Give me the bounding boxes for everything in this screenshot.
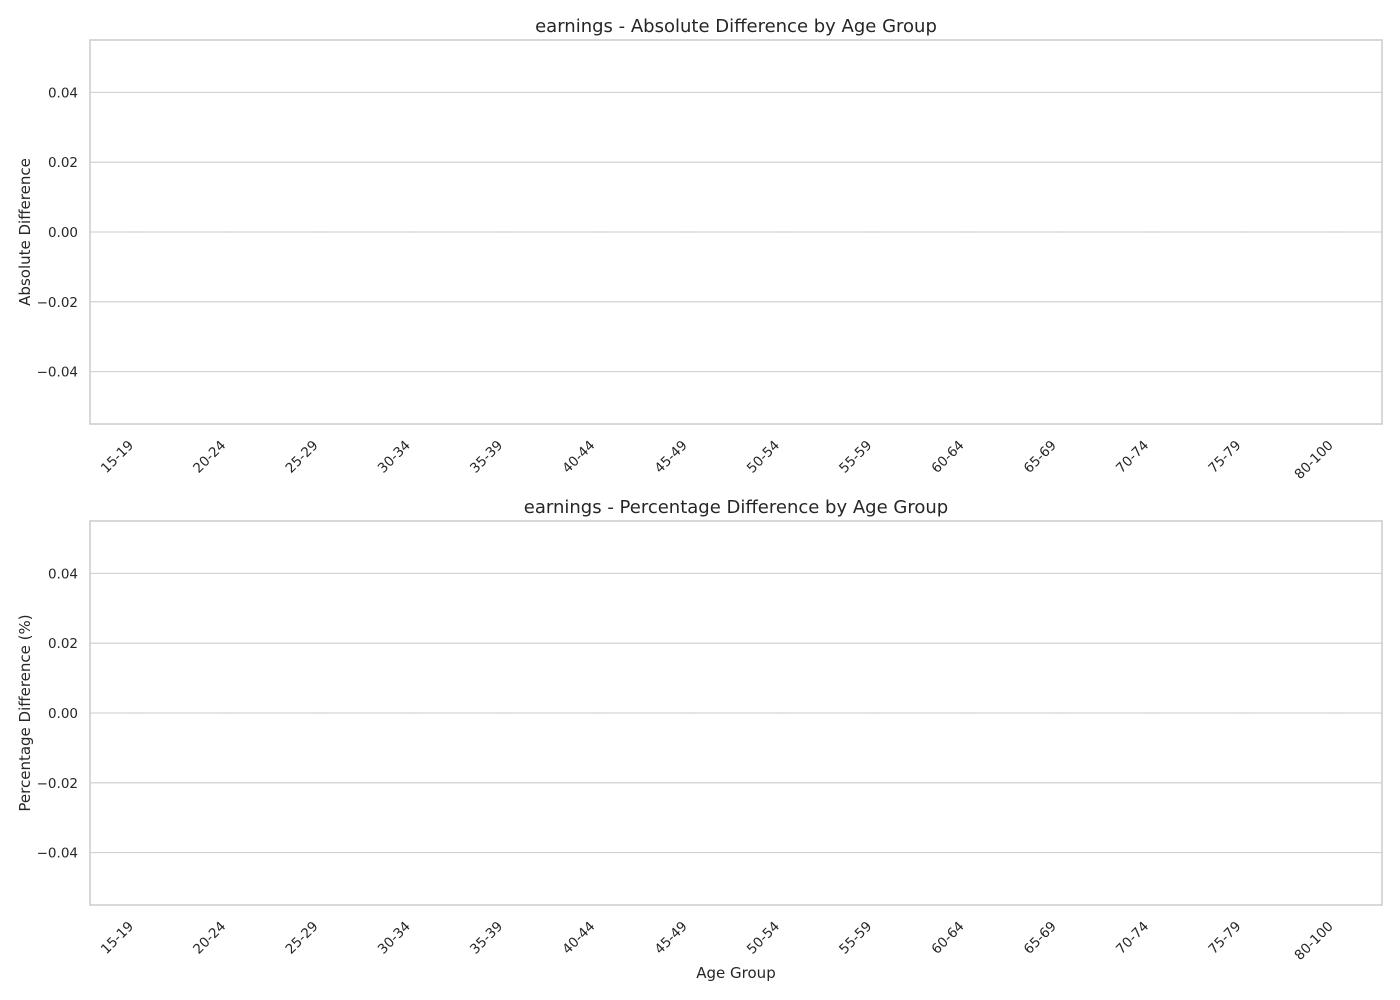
x-axis-label: Age Group (696, 964, 775, 982)
gridlines (90, 572, 1382, 854)
y-tick-label: 0.02 (48, 155, 78, 171)
y-tick-label: 0.04 (48, 85, 78, 101)
y-tick-label: 0.00 (48, 225, 78, 241)
y-tick-label: −0.02 (37, 776, 78, 792)
chart-title: earnings - Absolute Difference by Age Gr… (535, 16, 937, 37)
y-axis-label: Absolute Difference (16, 158, 34, 306)
y-tick-labels: −0.04 −0.02 0.00 0.02 0.04 (37, 85, 78, 380)
y-tick-label: 0.00 (48, 706, 78, 722)
y-tick-label: −0.04 (37, 365, 78, 381)
y-tick-label: 0.02 (48, 636, 78, 652)
plot-frame (89, 520, 1383, 906)
y-axis-label: Percentage Difference (%) (16, 614, 34, 811)
gridlines (90, 91, 1382, 373)
y-tick-label: −0.02 (37, 295, 78, 311)
y-tick-labels: −0.04 −0.02 0.00 0.02 0.04 (37, 566, 78, 861)
plot-frame (89, 39, 1383, 425)
chart-title: earnings - Percentage Difference by Age … (524, 497, 948, 518)
y-tick-label: 0.04 (48, 566, 78, 582)
y-tick-label: −0.04 (37, 846, 78, 862)
